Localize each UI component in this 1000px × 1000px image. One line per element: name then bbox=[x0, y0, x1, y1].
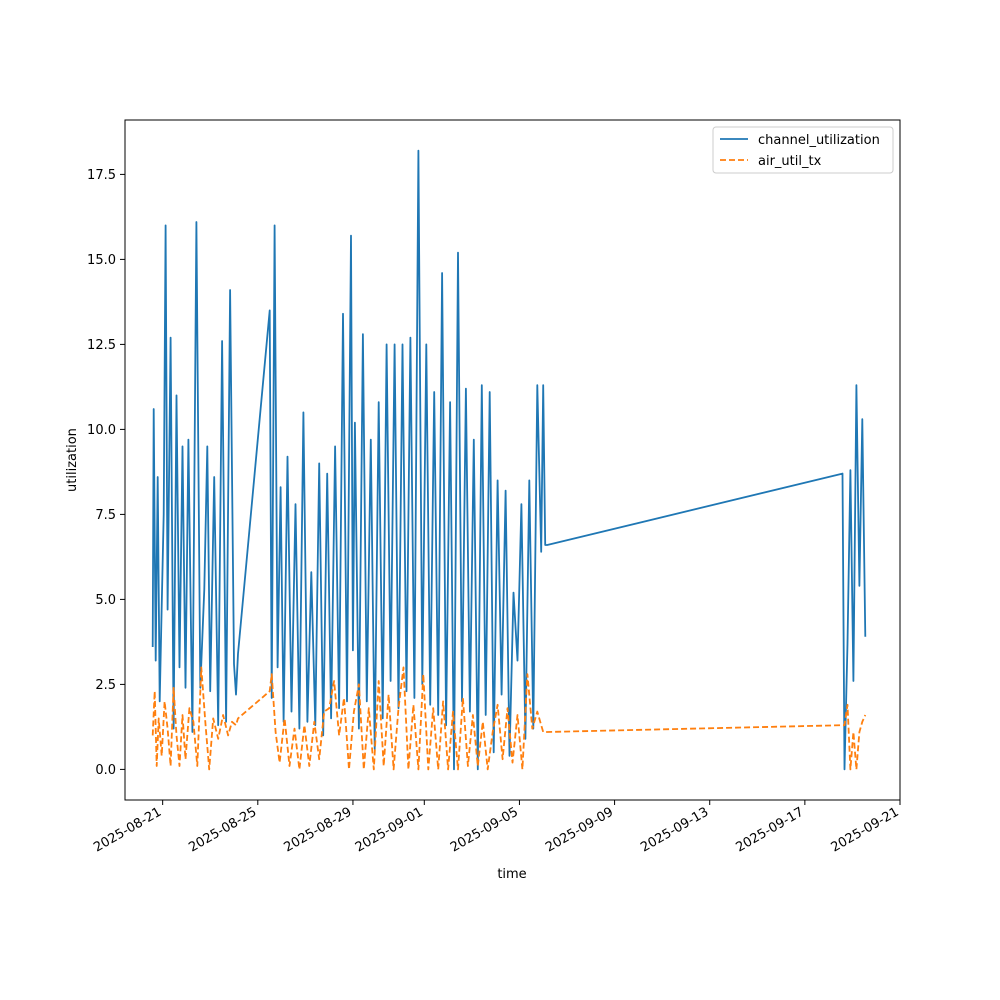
y-tick-label: 0.0 bbox=[95, 763, 116, 778]
series-line-channel-utilization bbox=[151, 149, 867, 771]
y-tick-label: 2.5 bbox=[95, 678, 116, 693]
y-axis: 0.0 2.5 5.0 7.5 10.0 12.5 15.0 17.5 bbox=[87, 168, 125, 778]
legend-box bbox=[712, 126, 894, 174]
y-tick-label: 5.0 bbox=[95, 593, 116, 608]
y-tick-label: 15.0 bbox=[87, 253, 116, 268]
series-line-air-util-tx bbox=[151, 666, 867, 771]
legend-label-air-util-tx: air_util_tx bbox=[758, 154, 822, 169]
series-layer bbox=[151, 149, 867, 771]
y-axis-title: utilization bbox=[65, 428, 80, 492]
x-axis-title: time bbox=[497, 867, 526, 882]
legend: channel_utilization air_util_tx bbox=[712, 126, 894, 174]
y-tick-label: 12.5 bbox=[87, 338, 116, 353]
y-tick-label: 10.0 bbox=[87, 423, 116, 438]
y-tick-label: 17.5 bbox=[87, 168, 116, 183]
y-tick-label: 7.5 bbox=[95, 508, 116, 523]
legend-label-channel-utilization: channel_utilization bbox=[758, 133, 880, 148]
plot-frame bbox=[124, 119, 901, 801]
